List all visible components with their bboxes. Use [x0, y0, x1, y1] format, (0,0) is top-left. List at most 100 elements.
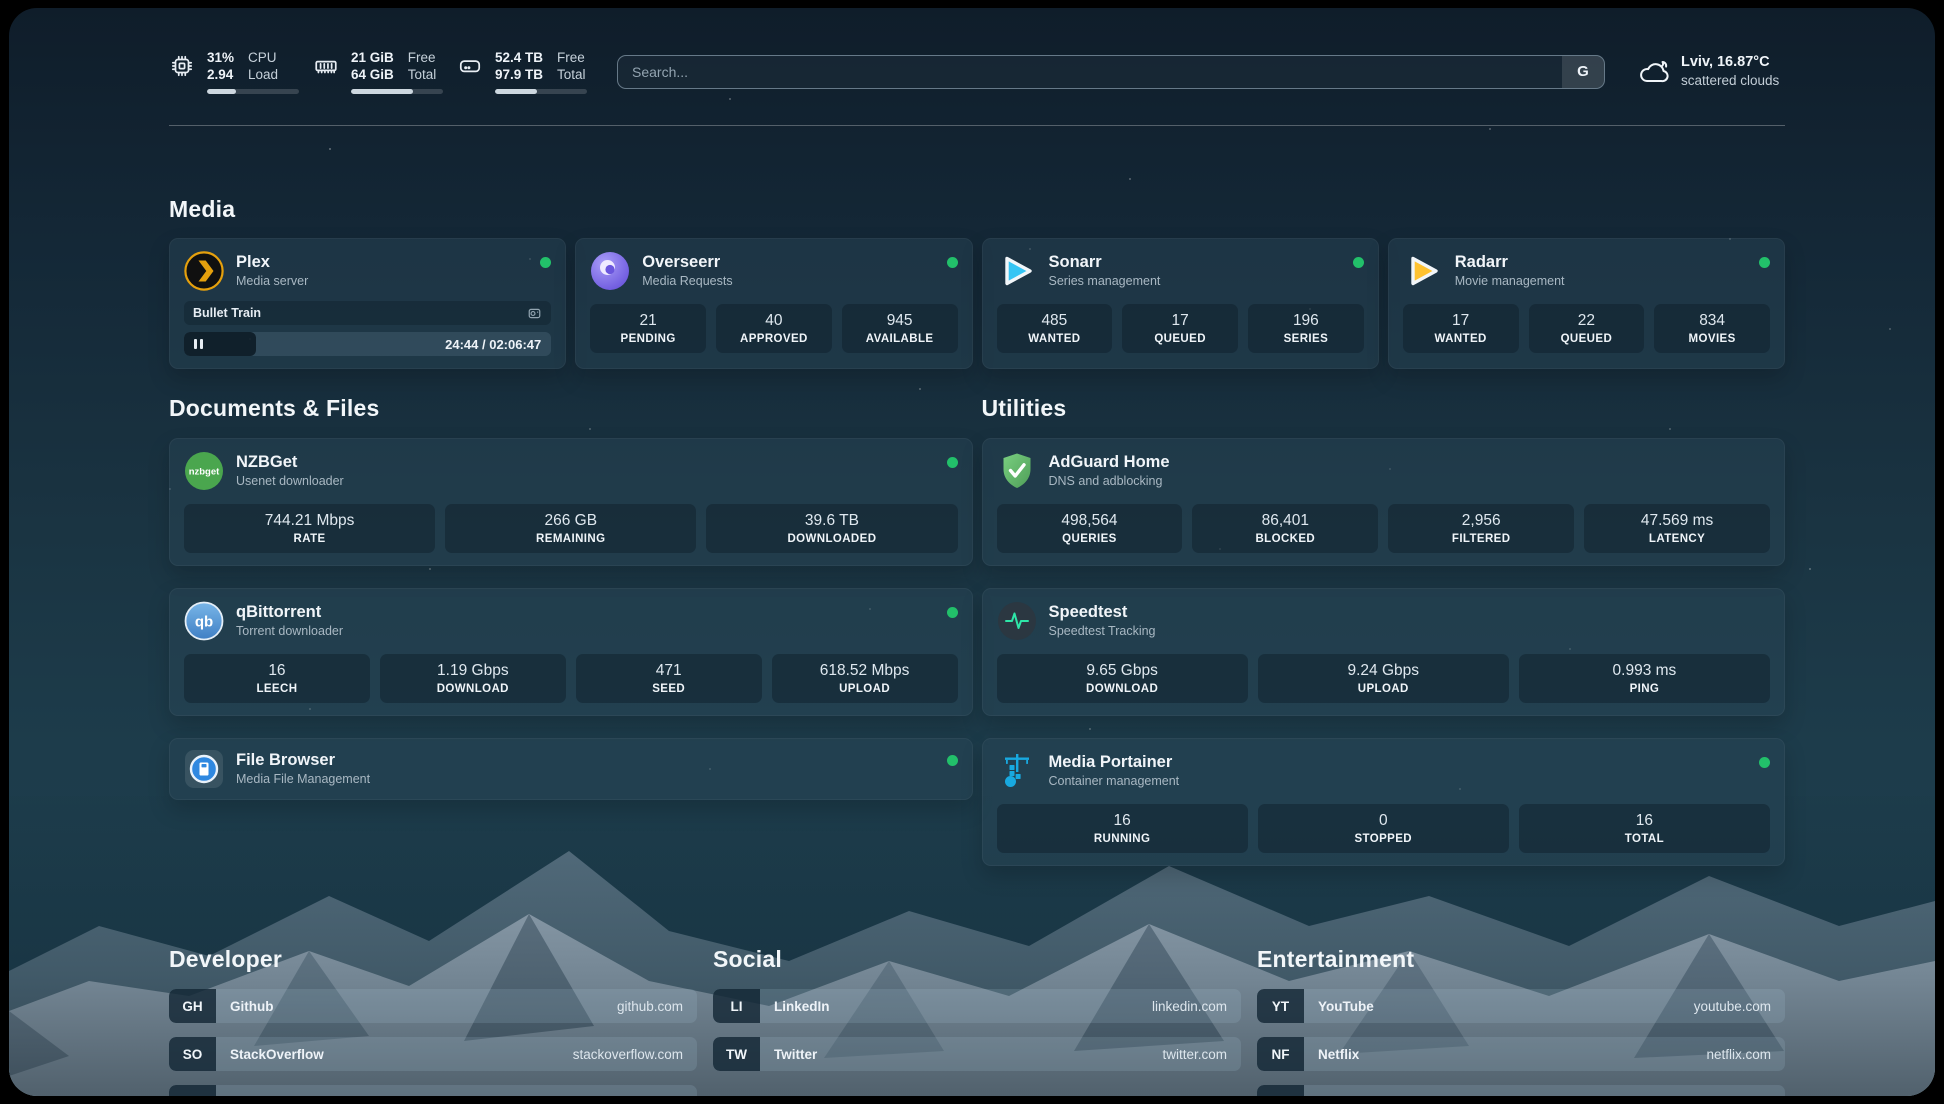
stat-box: 485 WANTED: [996, 304, 1113, 353]
stat-box: 17 WANTED: [1402, 304, 1519, 353]
link-url: stackoverflow.com: [572, 1046, 683, 1062]
memory-label-2: Total: [407, 67, 437, 82]
app-name: Overseerr: [642, 253, 721, 271]
stat-label: DOWNLOAD: [1085, 682, 1159, 695]
link-row-linkedin[interactable]: LI LinkedIn linkedin.com: [713, 989, 1241, 1023]
app-card-plex[interactable]: Plex Media server Bullet Train: [169, 238, 567, 369]
link-row-github[interactable]: GH Github github.com: [169, 989, 697, 1023]
stat-label: LATENCY: [1648, 532, 1706, 545]
app-card-overseerr[interactable]: Overseerr Media Requests 21 PENDING 40 A…: [575, 238, 973, 369]
stat-label: SEED: [652, 682, 686, 695]
stat-box: 22 QUEUED: [1528, 304, 1645, 353]
playback-progressbar: 24:44 / 02:06:47: [184, 332, 552, 356]
status-online-dot: [946, 257, 958, 268]
cpu-loadavg: 2.94: [207, 67, 234, 82]
link-name: Netflix: [1318, 1046, 1360, 1062]
weather-condition: scattered clouds: [1681, 73, 1780, 88]
link-row-twitter[interactable]: TW Twitter twitter.com: [713, 1037, 1241, 1071]
link-abbr-badge: YT: [1257, 989, 1304, 1023]
stat-value: 9.65 Gbps: [1086, 661, 1158, 679]
stat-box: 86,401 BLOCKED: [1192, 504, 1379, 553]
disk-icon: [457, 53, 485, 79]
link-abbr-badge: SO: [169, 1037, 216, 1071]
stat-value: 16: [268, 661, 286, 679]
link-row-youtube[interactable]: YT YouTube youtube.com: [1257, 989, 1785, 1023]
disk-label-2: Total: [557, 67, 586, 82]
now-playing-row: Bullet Train: [184, 301, 552, 325]
link-abbr-badge: GH: [169, 989, 216, 1023]
status-online-dot: [946, 457, 958, 468]
mountain-tint-overlay: [9, 796, 1935, 1096]
app-card-qbittorrent[interactable]: qb qBittorrent Torrent downloader 16 LEE…: [169, 588, 973, 716]
stat-value: 39.6 TB: [804, 511, 859, 529]
stat-label: RATE: [293, 532, 326, 545]
stat-value: 16: [1635, 811, 1654, 829]
link-name: YouTube: [1318, 998, 1374, 1014]
stat-label: SERIES: [1283, 332, 1329, 345]
cpu-widget: 31% 2.94 CPU Load: [169, 49, 299, 94]
link-name: StackOverflow: [230, 1046, 324, 1062]
link-row-stackoverflow[interactable]: SO StackOverflow stackoverflow.com: [169, 1037, 697, 1071]
link-name: LinkedIn: [774, 998, 830, 1014]
app-name: qBittorrent: [236, 603, 322, 621]
app-subtitle: Speedtest Tracking: [1048, 624, 1156, 638]
stat-value: 86,401: [1261, 511, 1310, 529]
stat-box: 21 PENDING: [590, 304, 706, 353]
top-bar: 31% 2.94 CPU Load: [169, 8, 1785, 126]
section-entertainment: Entertainment YT YouTube youtube.com NF …: [1257, 946, 1785, 1096]
video-icon: [527, 306, 542, 321]
app-card-radarr[interactable]: Radarr Movie management 17 WANTED 22 QUE…: [1387, 238, 1785, 369]
app-card-speedtest[interactable]: Speedtest Speedtest Tracking 9.65 Gbps D…: [981, 588, 1785, 716]
stat-value: 16: [1113, 811, 1131, 829]
radarr-icon: [1403, 251, 1443, 291]
stat-label: UPLOAD: [1357, 682, 1409, 695]
memory-free: 21 GiB: [351, 50, 394, 65]
status-online-dot: [1759, 257, 1770, 268]
pause-icon: [194, 339, 197, 349]
search-input[interactable]: [618, 55, 1562, 88]
disk-widget: 52.4 TB 97.9 TB Free Total: [457, 49, 587, 94]
app-card-filebrowser[interactable]: File Browser Media File Management: [169, 738, 973, 800]
stat-label: FILTERED: [1451, 532, 1511, 545]
stat-label: MOVIES: [1688, 332, 1736, 345]
app-card-adguard[interactable]: AdGuard Home DNS and adblocking 498,564 …: [981, 438, 1785, 566]
qbittorrent-icon: qb: [184, 601, 224, 641]
stat-label: QUEUED: [1560, 332, 1613, 345]
app-card-nzbget[interactable]: nzbget NZBGet Usenet downloader 744.21 M…: [169, 438, 973, 566]
app-subtitle: DNS and adblocking: [1048, 474, 1163, 488]
stat-label: TOTAL: [1624, 832, 1665, 845]
app-name: Speedtest: [1048, 603, 1128, 621]
filebrowser-icon: [184, 749, 224, 789]
disk-total: 97.9 TB: [495, 67, 544, 82]
app-card-sonarr[interactable]: Sonarr Series management 485 WANTED 17 Q…: [981, 238, 1379, 369]
section-media: Media Plex Media server: [169, 196, 1785, 369]
stat-label: WANTED: [1028, 332, 1081, 345]
stat-box: 618.52 Mbps UPLOAD: [771, 654, 958, 703]
stat-value: 196: [1292, 311, 1319, 329]
speedtest-icon: [997, 601, 1037, 641]
link-abbr-badge: RE: [1257, 1085, 1304, 1096]
memory-label-1: Free: [407, 50, 436, 65]
search-engine-button[interactable]: G: [1562, 55, 1604, 88]
app-card-portainer[interactable]: Media Portainer Container management 16 …: [981, 738, 1785, 866]
link-row-netflix[interactable]: NF Netflix netflix.com: [1257, 1037, 1785, 1071]
stat-value: 945: [886, 311, 913, 329]
search-bar: G: [617, 54, 1605, 89]
status-online-dot: [540, 257, 552, 268]
stat-value: 471: [655, 661, 682, 679]
link-row-dev[interactable]: DT DEV dev.to: [169, 1085, 697, 1096]
stat-value: 17: [1452, 311, 1470, 329]
stat-box: 471 SEED: [575, 654, 762, 703]
app-name: File Browser: [236, 751, 336, 769]
app-name: AdGuard Home: [1048, 453, 1170, 471]
link-url: github.com: [616, 998, 683, 1014]
link-row-reddit[interactable]: RE Reddit reddit.com: [1257, 1085, 1785, 1096]
link-url: dev.to: [647, 1085, 697, 1097]
stat-box: 40 APPROVED: [716, 304, 832, 353]
memory-progressbar: [351, 89, 443, 94]
app-subtitle: Media server: [236, 274, 309, 288]
link-abbr-badge: NF: [1257, 1037, 1304, 1071]
disk-label-1: Free: [557, 50, 585, 65]
stat-box: 17 QUEUED: [1122, 304, 1238, 353]
cpu-percent: 31%: [207, 50, 235, 65]
